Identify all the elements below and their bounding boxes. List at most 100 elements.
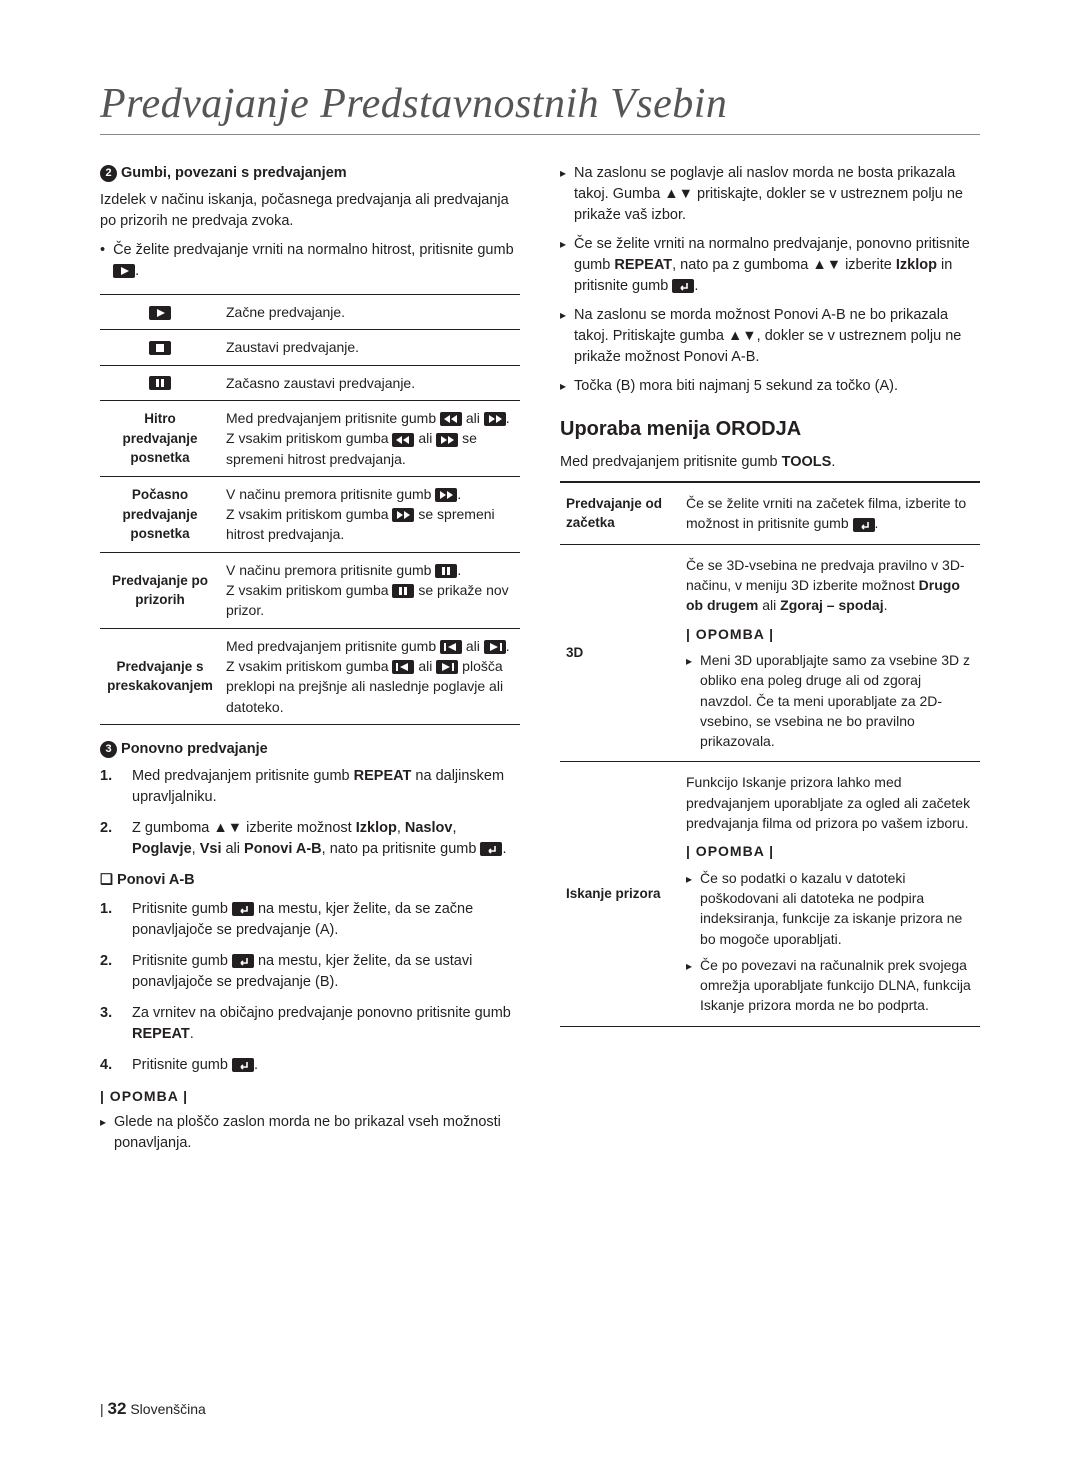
table-row: 3D Če se 3D-vsebina ne predvaja pravilno… [560, 544, 980, 762]
note-bullet: Glede na ploščo zaslon morda ne bo prika… [100, 1112, 520, 1154]
play-icon [113, 264, 135, 278]
rewind-icon [440, 412, 462, 426]
triangle-icon [686, 868, 692, 949]
step-num: 3. [100, 1003, 118, 1045]
table-row: Predvajanje po prizorih V načinu premora… [100, 552, 520, 628]
repeat-steps: 1. Med predvajanjem pritisnite gumb REPE… [100, 766, 520, 860]
text: Točka (B) mora biti najmanj 5 sekund za … [574, 376, 898, 397]
table-row: Začasno zaustavi predvajanje. [100, 365, 520, 400]
page-footer: | 32 Slovenščina [100, 1399, 206, 1419]
text: Če se želite vrniti na normalno predvaja… [574, 234, 980, 297]
page-title: Predvajanje Predstavnostnih Vsebin [100, 80, 980, 128]
cell: Funkcijo Iskanje prizora lahko med predv… [680, 762, 980, 1026]
numbered-badge-3: 3 [100, 741, 117, 758]
numbered-badge-2: 2 [100, 165, 117, 182]
cell: Začasno zaustavi predvajanje. [220, 365, 520, 400]
enter-icon [232, 902, 254, 916]
text: . [135, 263, 139, 279]
row-label: Predvajanje od začetka [560, 483, 680, 544]
step-num: 1. [100, 899, 118, 941]
triangle-icon [560, 305, 566, 368]
cell: Med predvajanjem pritisnite gumb ali . Z… [220, 628, 520, 724]
triangle-icon [686, 955, 692, 1016]
right-column: Na zaslonu se poglavje ali naslov morda … [560, 163, 980, 1162]
intro-text: Izdelek v načinu iskanja, počasnega pred… [100, 190, 520, 232]
fast-forward-icon [435, 488, 457, 502]
step-num: 2. [100, 818, 118, 860]
step-num: 2. [100, 951, 118, 993]
section-2-heading: 2 Gumbi, povezani s predvajanjem [100, 163, 520, 184]
triangle-icon [560, 376, 566, 397]
fast-forward-icon [392, 508, 414, 522]
row-label: Iskanje prizora [560, 762, 680, 1026]
rewind-icon [392, 433, 414, 447]
triangle-icon [560, 163, 566, 226]
note-label: | OPOMBA | [100, 1086, 520, 1106]
enter-icon [232, 1058, 254, 1072]
row-label: Predvajanje s preskakovanjem [100, 628, 220, 724]
cell: Med predvajanjem pritisnite gumb ali . Z… [220, 400, 520, 476]
table-row: Počasno predvajanje posnetka V načinu pr… [100, 476, 520, 552]
section-3-title: Ponovno predvajanje [117, 741, 268, 757]
inner-bullet: Meni 3D uporabljajte samo za vsebine 3D … [686, 650, 974, 751]
list-item: 4. Pritisnite gumb . [100, 1055, 520, 1076]
triangle-icon [686, 650, 692, 751]
bullet-item: Na zaslonu se poglavje ali naslov morda … [560, 163, 980, 226]
table-row: Hitro predvajanje posnetka Med predvajan… [100, 400, 520, 476]
text: Če želite predvajanje vrniti na normalno… [113, 242, 514, 258]
stop-icon [149, 341, 171, 355]
list-item: 1. Med predvajanjem pritisnite gumb REPE… [100, 766, 520, 808]
fast-forward-icon [436, 433, 458, 447]
step-num: 1. [100, 766, 118, 808]
play-icon [149, 306, 171, 320]
triangle-icon [560, 234, 566, 297]
enter-icon [232, 954, 254, 968]
table-row: Začne predvajanje. [100, 295, 520, 330]
pause-icon [392, 584, 414, 598]
bullet-icon [100, 240, 105, 282]
inner-bullet: Če so podatki o kazalu v datoteki poškod… [686, 868, 974, 949]
text: Če so podatki o kazalu v datoteki poškod… [700, 868, 974, 949]
playback-controls-table: Začne predvajanje. Zaustavi predvajanje.… [100, 294, 520, 725]
row-label: Hitro predvajanje posnetka [100, 400, 220, 476]
tools-intro: Med predvajanjem pritisnite gumb TOOLS. [560, 452, 980, 473]
row-label: 3D [560, 544, 680, 762]
list-item: 2. Pritisnite gumb na mestu, kjer želite… [100, 951, 520, 993]
bullet-item: Na zaslonu se morda možnost Ponovi A-B n… [560, 305, 980, 368]
row-label: Predvajanje po prizorih [100, 552, 220, 628]
enter-icon [853, 518, 875, 532]
step-num: 4. [100, 1055, 118, 1076]
left-column: 2 Gumbi, povezani s predvajanjem Izdelek… [100, 163, 520, 1162]
list-item: 1. Pritisnite gumb na mestu, kjer želite… [100, 899, 520, 941]
pause-icon [435, 564, 457, 578]
table-row: Predvajanje od začetka Če se želite vrni… [560, 483, 980, 544]
ab-steps: 1. Pritisnite gumb na mestu, kjer želite… [100, 899, 520, 1076]
cell: V načinu premora pritisnite gumb . Z vsa… [220, 476, 520, 552]
section-3-heading: 3 Ponovno predvajanje [100, 739, 520, 760]
triangle-icon [100, 1112, 106, 1154]
table-row: Iskanje prizora Funkcijo Iskanje prizora… [560, 762, 980, 1026]
cell: Če se 3D-vsebina ne predvaja pravilno v … [680, 544, 980, 762]
tools-table: Predvajanje od začetka Če se želite vrni… [560, 483, 980, 1027]
cell: Zaustavi predvajanje. [220, 330, 520, 365]
ab-heading: Ponovi A-B [100, 870, 520, 891]
row-label: Počasno predvajanje posnetka [100, 476, 220, 552]
tools-heading: Uporaba menija ORODJA [560, 415, 980, 444]
skip-next-icon [484, 640, 506, 654]
list-item: 3. Za vrnitev na običajno predvajanje po… [100, 1003, 520, 1045]
normal-speed-note: Če želite predvajanje vrniti na normalno… [100, 240, 520, 282]
pause-icon [149, 376, 171, 390]
footer-lang: Slovenščina [130, 1401, 206, 1417]
text: Na zaslonu se poglavje ali naslov morda … [574, 163, 980, 226]
title-rule [100, 134, 980, 135]
enter-icon [480, 842, 502, 856]
skip-next-icon [436, 660, 458, 674]
cell: Začne predvajanje. [220, 295, 520, 330]
note-label: | OPOMBA | [686, 624, 974, 644]
enter-icon [672, 279, 694, 293]
text: Na zaslonu se morda možnost Ponovi A-B n… [574, 305, 980, 368]
skip-prev-icon [440, 640, 462, 654]
note-text: Glede na ploščo zaslon morda ne bo prika… [114, 1112, 520, 1154]
cell: V načinu premora pritisnite gumb . Z vsa… [220, 552, 520, 628]
bullet-item: Če se želite vrniti na normalno predvaja… [560, 234, 980, 297]
